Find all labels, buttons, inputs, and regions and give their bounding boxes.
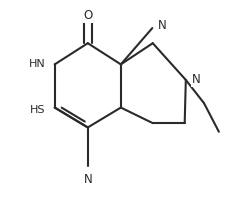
Text: HS: HS <box>30 105 45 115</box>
Text: O: O <box>83 9 92 22</box>
Text: N: N <box>191 73 199 86</box>
Text: N: N <box>157 19 166 32</box>
Text: HN: HN <box>29 59 45 69</box>
Text: N: N <box>83 173 92 186</box>
